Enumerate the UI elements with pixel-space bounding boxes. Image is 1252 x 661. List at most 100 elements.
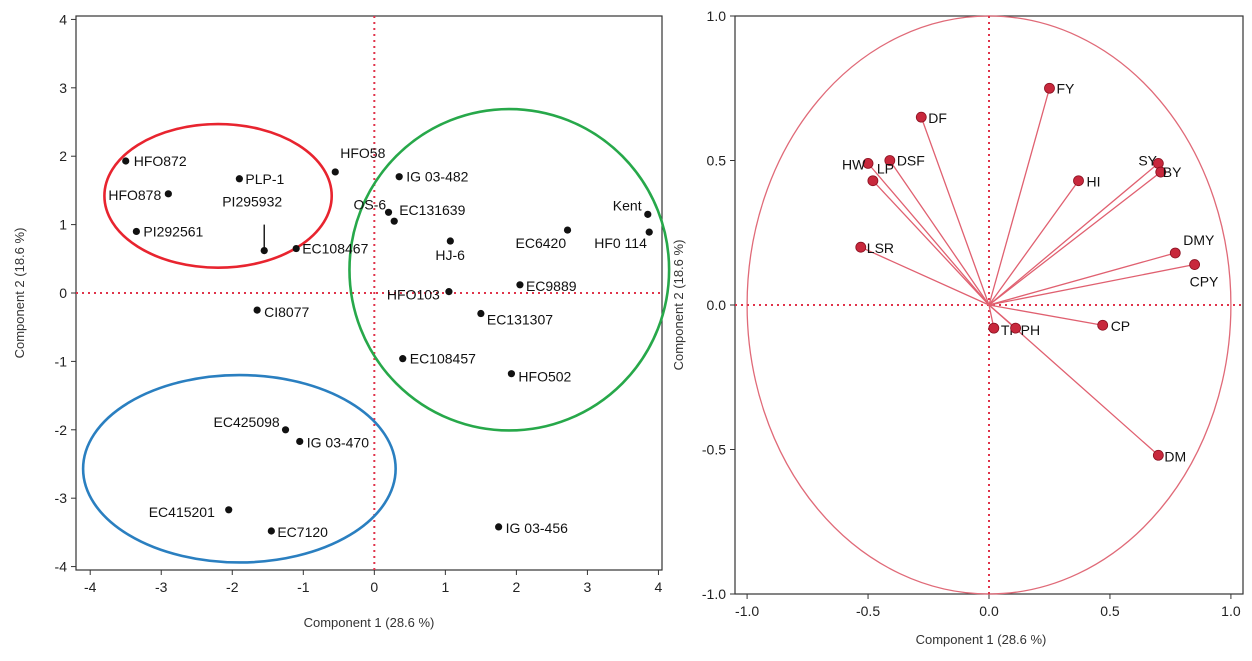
- cluster-ellipse-blue: [81, 373, 397, 564]
- loading-point: [862, 157, 874, 169]
- y-tick-label: -3: [55, 490, 68, 506]
- point-label: EC6420: [516, 235, 567, 251]
- data-point: [267, 527, 275, 535]
- x-axis-title: Component 1 (28.6 %): [304, 615, 435, 630]
- loading-vector: [920, 116, 990, 306]
- x-tick-label: -1: [297, 579, 310, 595]
- loading-label: HW: [842, 156, 866, 172]
- data-point: [644, 210, 652, 218]
- loading-point: [988, 322, 1000, 334]
- data-point: [235, 175, 243, 183]
- y-tick-label: -0.5: [702, 442, 726, 458]
- y-tick-label: 2: [59, 148, 67, 164]
- data-point: [296, 437, 304, 446]
- loading-vector: [872, 180, 990, 306]
- loading-vector: [988, 252, 1176, 306]
- loading-label: SY: [1138, 152, 1157, 168]
- point-label: OS-6: [354, 196, 387, 212]
- point-label: IG 03-456: [506, 520, 568, 536]
- point-label: CI8077: [264, 304, 309, 320]
- point-label: EC415201: [149, 504, 215, 520]
- loading-point: [1073, 175, 1084, 187]
- point-label: EC9889: [526, 278, 577, 294]
- loading-point: [1169, 247, 1181, 259]
- cluster-ellipse-red: [103, 122, 334, 269]
- x-tick-label: 1: [441, 579, 449, 595]
- loading-label: DSF: [897, 153, 925, 169]
- loading-label: DM: [1164, 448, 1186, 464]
- y-tick-label: 0.5: [707, 153, 727, 169]
- loading-point: [1152, 449, 1164, 461]
- loading-point: [915, 111, 927, 123]
- data-point: [384, 208, 393, 216]
- point-label: PLP-1: [245, 171, 284, 187]
- data-point: [164, 190, 172, 198]
- loading-label: HI: [1087, 174, 1101, 190]
- loading-label: DMY: [1183, 232, 1215, 248]
- loading-point: [884, 155, 896, 166]
- y-tick-label: 0.0: [707, 297, 727, 313]
- data-point: [253, 306, 261, 314]
- x-tick-label: 0.5: [1100, 603, 1120, 619]
- loading-label: BY: [1163, 164, 1182, 180]
- loading-label: LSR: [867, 240, 894, 256]
- y-tick-label: -1: [55, 353, 68, 369]
- data-point: [399, 355, 407, 363]
- x-tick-label: 0.0: [979, 603, 999, 619]
- data-point: [132, 227, 140, 236]
- loading-vector: [889, 160, 990, 306]
- data-point: [563, 226, 572, 234]
- data-point: [445, 288, 453, 296]
- score-plot: -4 -3 -2 -1 0 1 2 3 4 -4 -3 -2 -1 0 1 2 3 4 HFO872 HFO878 PL…: [12, 11, 671, 630]
- data-point: [446, 237, 454, 245]
- loading-plot: -1.0 -0.5 0.0 0.5 1.0 -1.0 -0.5 0.0 0.5 1.0 FY DF DS…: [671, 8, 1244, 647]
- loading-vector: [988, 162, 1159, 306]
- loading-vector: [988, 171, 1162, 306]
- point-label: HFO103: [387, 287, 440, 303]
- point-label: PI292561: [143, 223, 203, 239]
- x-tick-label: -2: [226, 579, 239, 595]
- point-label: EC108457: [410, 351, 476, 367]
- x-tick-label: -3: [155, 579, 168, 595]
- loading-point: [1155, 166, 1167, 178]
- loading-label: PH: [1021, 322, 1040, 338]
- loading-vector: [988, 180, 1080, 306]
- data-point: [260, 246, 268, 255]
- data-point: [495, 523, 503, 531]
- data-point: [122, 157, 130, 165]
- point-label: HJ-6: [435, 247, 465, 263]
- loading-label: FY: [1056, 80, 1075, 96]
- point-label: HFO872: [134, 153, 187, 169]
- x-tick-label: -1.0: [735, 603, 759, 619]
- point-label: EC7120: [277, 524, 328, 540]
- point-label: EC131307: [487, 312, 553, 328]
- data-point: [225, 506, 233, 514]
- point-label: IG 03-470: [307, 434, 369, 450]
- loading-vector: [860, 246, 990, 306]
- loading-label: CP: [1111, 318, 1130, 334]
- y-tick-label: 4: [59, 11, 67, 27]
- point-label: HF0 114: [594, 235, 647, 251]
- loading-label: CPY: [1190, 274, 1219, 290]
- loading-point: [1010, 322, 1022, 334]
- y-tick-label: 1.0: [707, 8, 727, 24]
- loading-vector: [988, 304, 1103, 326]
- x-tick-label: 3: [584, 579, 592, 595]
- data-point: [395, 173, 403, 181]
- point-label: HFO502: [518, 369, 571, 385]
- point-label: Kent: [613, 197, 642, 213]
- loading-point: [1097, 319, 1109, 331]
- data-point: [516, 281, 524, 289]
- point-label: EC425098: [214, 414, 280, 430]
- y-axis-title: Component 2 (18.6 %): [671, 240, 686, 371]
- x-tick-label: 1.0: [1221, 603, 1241, 619]
- x-tick-label: -4: [84, 579, 97, 595]
- x-tick-label: -0.5: [856, 603, 880, 619]
- x-tick-label: 2: [512, 579, 520, 595]
- loading-vector: [867, 162, 990, 306]
- x-axis-title: Component 1 (28.6 %): [916, 632, 1047, 647]
- y-tick-label: -2: [55, 422, 68, 438]
- point-label: HFO58: [340, 145, 385, 161]
- point-label: HFO878: [108, 187, 161, 203]
